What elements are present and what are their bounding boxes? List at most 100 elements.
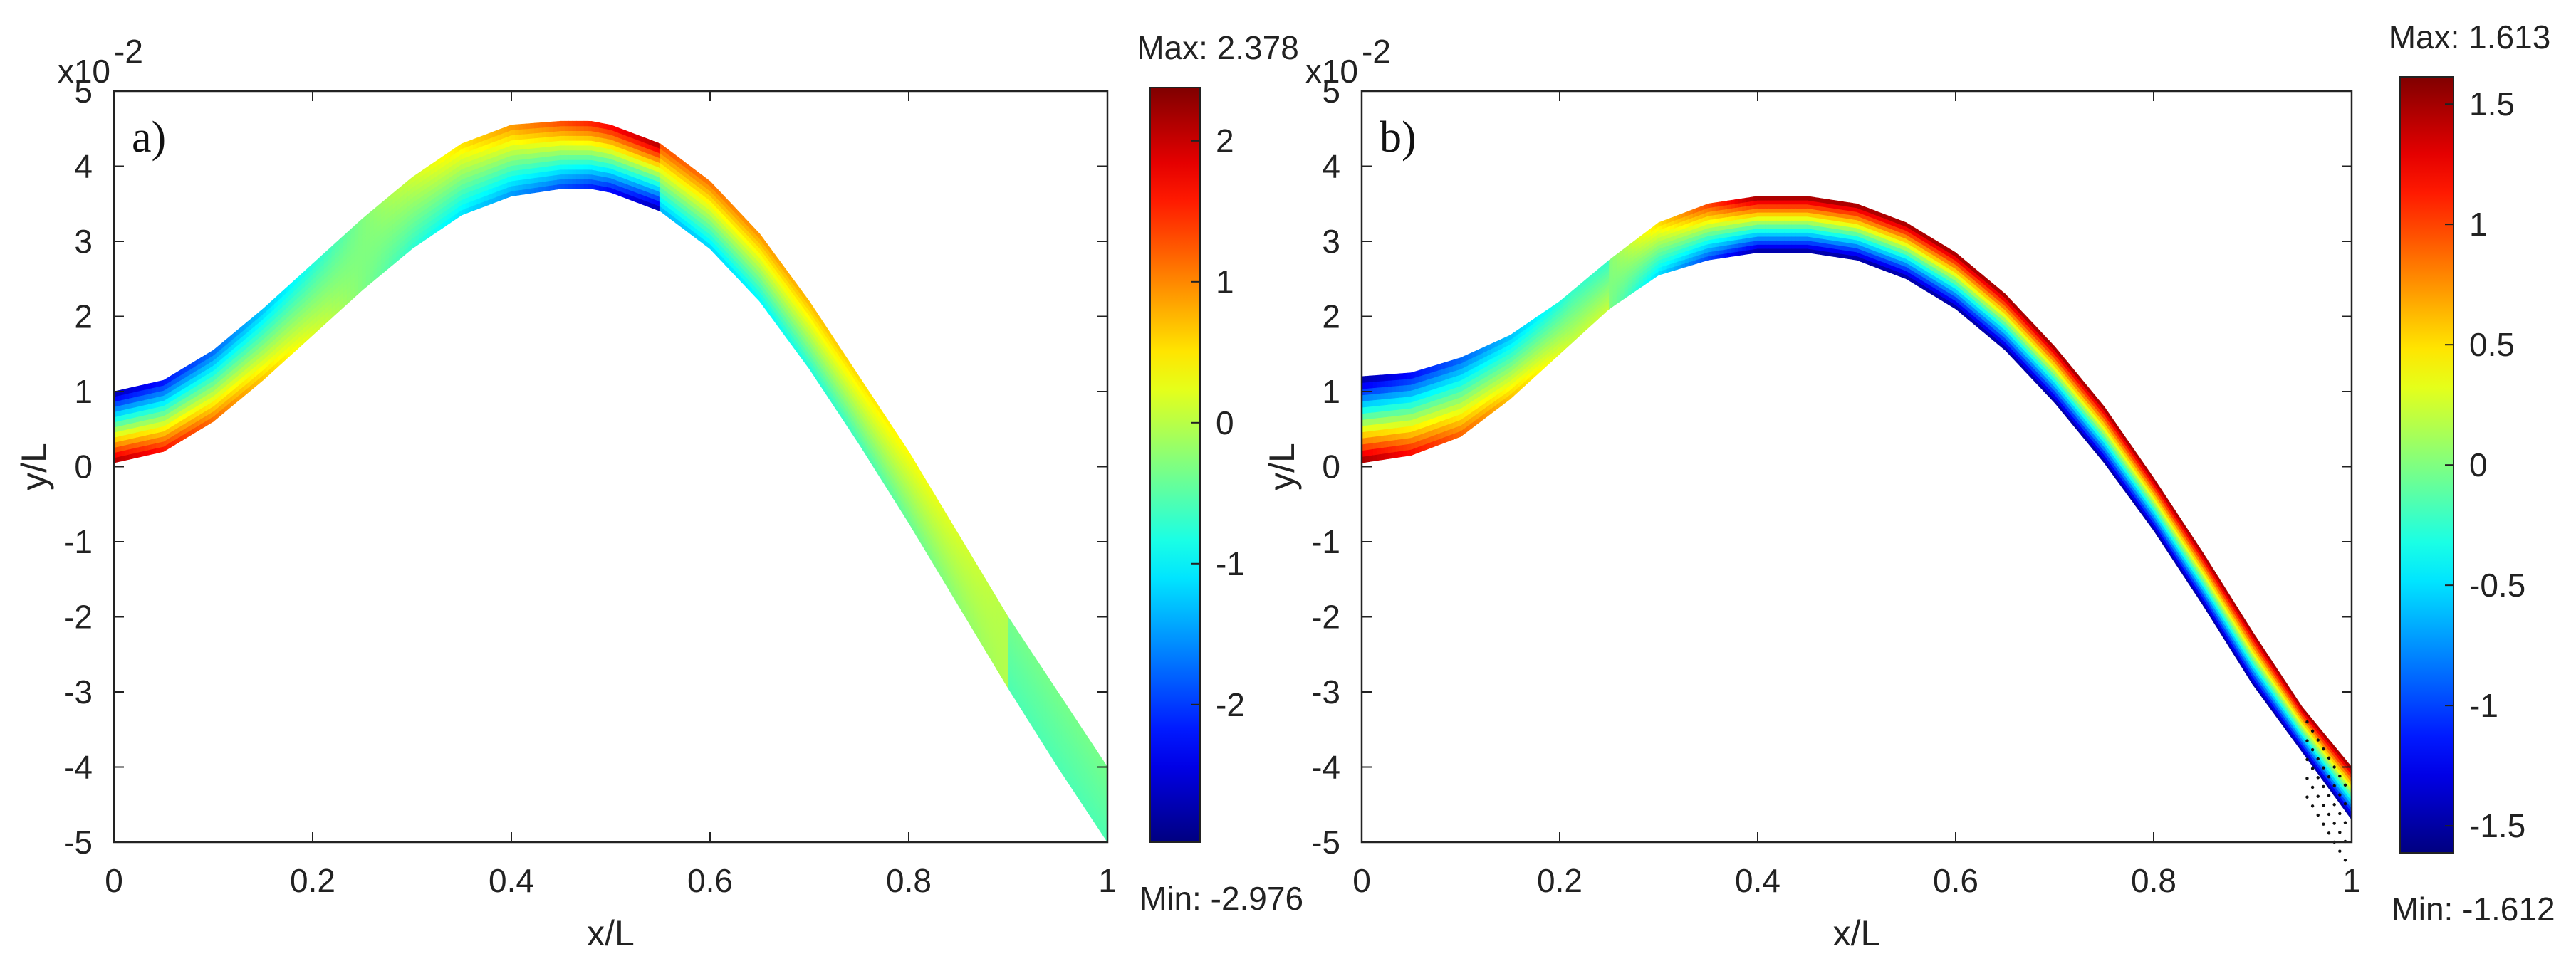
y-tick-label: 1 <box>74 373 93 410</box>
beam-segment <box>538 132 543 138</box>
beam-segment <box>1422 367 1427 376</box>
beam-segment <box>1380 435 1385 442</box>
beam-segment <box>1395 379 1400 387</box>
chart-panel-a: 0 0.2 0.4 0.6 0.8 1x/L543210-1-2-3-4-5y/Lx10-… <box>14 29 1303 953</box>
beam-segment <box>541 156 546 162</box>
beam-segment <box>1392 403 1397 411</box>
beam-segment <box>560 169 565 175</box>
beam-segment <box>595 122 600 128</box>
beam-segment <box>530 122 535 129</box>
beam-segment <box>541 176 546 182</box>
beam-segment <box>572 149 577 155</box>
beam-segment <box>588 149 592 156</box>
beam-segment <box>588 159 592 165</box>
beam-segment <box>549 155 554 162</box>
x-tick-label: 0.8 <box>886 862 932 899</box>
beam-segment <box>1441 362 1446 370</box>
beam-segment <box>541 127 546 133</box>
beam-segment <box>557 179 562 185</box>
beam-segment <box>1369 424 1374 431</box>
beam-segment <box>511 140 516 146</box>
beam-segment <box>1377 423 1382 431</box>
beam-segment <box>1392 379 1397 387</box>
beam-segment <box>1369 394 1374 401</box>
beam-segment <box>1365 431 1370 439</box>
beam-segment <box>533 137 538 144</box>
beam-segment <box>583 125 588 132</box>
beam-segment <box>549 160 554 167</box>
beam-segment <box>511 149 516 156</box>
beam-segment <box>511 185 516 191</box>
colorbar-min-label: Min: -2.976 <box>1140 880 1303 917</box>
beam-segment <box>580 125 585 132</box>
beam-segment <box>538 142 543 148</box>
beam-segment <box>568 145 573 151</box>
beam-segment <box>541 132 546 138</box>
beam-segment <box>1453 358 1457 367</box>
beam-segment <box>526 158 531 164</box>
beam-segment <box>518 164 523 170</box>
beam-segment <box>583 120 588 127</box>
beam-segment <box>1429 365 1434 374</box>
beam-segment <box>1372 374 1377 382</box>
beam-segment <box>511 124 516 130</box>
beam-segment <box>553 130 558 137</box>
beam-segment <box>564 164 569 170</box>
beam-segment <box>144 383 149 390</box>
beam-segment <box>1407 378 1412 385</box>
y-tick-label: -4 <box>63 749 93 786</box>
beam-segment <box>522 189 527 195</box>
beam-segment <box>572 169 577 175</box>
beam-segment <box>522 184 527 190</box>
beam-segment <box>533 122 538 129</box>
beam-segment <box>572 164 577 170</box>
beam-segment <box>538 162 543 168</box>
beam-segment <box>568 174 573 179</box>
beam-segment <box>591 121 596 127</box>
beam-segment <box>541 181 546 187</box>
beam-segment <box>1407 414 1412 421</box>
beam-segment <box>541 122 546 128</box>
beam-segment <box>549 131 554 137</box>
x-tick-label: 0.2 <box>290 862 335 899</box>
beam-segment <box>511 190 516 197</box>
beam-segment <box>1392 439 1397 447</box>
beam-segment <box>599 156 604 163</box>
beam-segment <box>526 133 531 140</box>
beam-segment <box>541 137 546 143</box>
beam-segment <box>575 169 580 175</box>
beam-segment <box>515 169 520 176</box>
beam-segment <box>588 174 592 180</box>
beam-segment <box>1365 382 1370 389</box>
beam-segment <box>1103 824 1107 838</box>
beam-segment <box>545 185 550 191</box>
beam-segment <box>1407 419 1412 427</box>
beam-segment <box>568 154 573 160</box>
beam-segment <box>603 167 608 173</box>
beam-segment <box>553 121 558 127</box>
beam-segment <box>1388 374 1393 381</box>
beam-segment <box>588 140 592 146</box>
beam-segment <box>1399 391 1404 398</box>
beam-segment <box>522 128 527 135</box>
beam-segment <box>522 143 527 149</box>
beam-segment <box>1418 369 1423 377</box>
beam-segment <box>522 163 527 170</box>
beam-segment <box>580 184 585 189</box>
beam-segment <box>549 174 554 182</box>
beam-segment <box>557 140 562 146</box>
beam-segment <box>530 132 535 139</box>
beam-segment <box>549 165 554 172</box>
beam-segment <box>530 137 535 144</box>
beam-segment <box>1395 426 1400 434</box>
beam-segment <box>606 124 611 130</box>
beam-segment <box>541 151 546 158</box>
beam-segment <box>583 135 588 141</box>
beam-segment <box>1399 420 1404 428</box>
beam-segment <box>599 132 604 139</box>
beam-segment <box>1403 402 1408 409</box>
beam-segment <box>1414 369 1419 378</box>
beam-segment <box>1384 380 1389 387</box>
beam-segment <box>580 120 585 127</box>
beam-segment <box>511 164 516 172</box>
